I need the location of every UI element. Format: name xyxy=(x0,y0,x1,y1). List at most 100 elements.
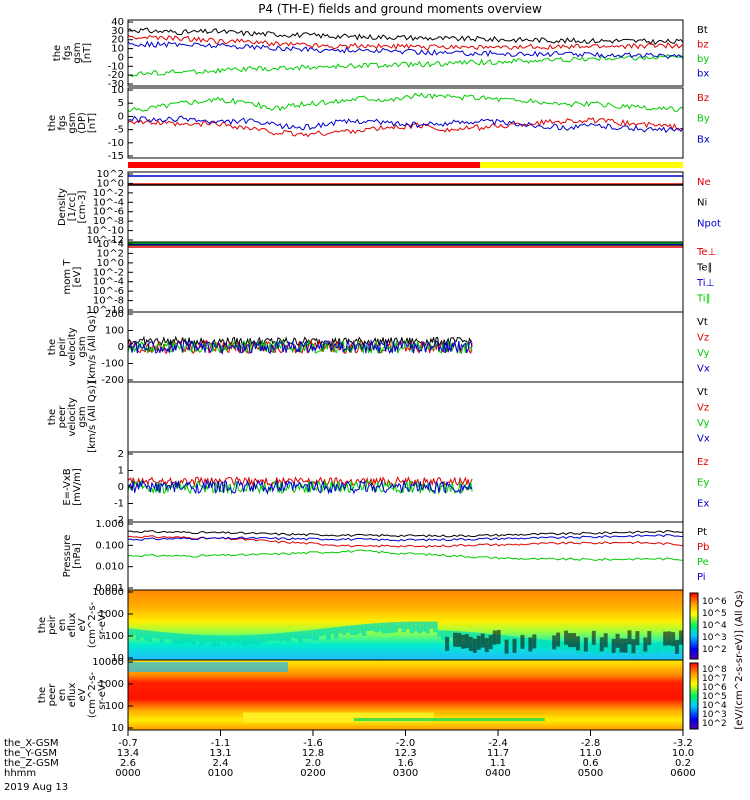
heatmap-cell xyxy=(655,642,660,653)
y-axis-label-line: Pressure xyxy=(62,535,73,578)
heatmap-cell xyxy=(314,629,319,641)
heatmap-cell xyxy=(496,630,501,645)
heatmap-cell xyxy=(520,718,525,722)
heatmap-cell xyxy=(242,712,248,723)
x-tick-y: 12.8 xyxy=(302,748,324,759)
heatmap-cell xyxy=(663,641,668,653)
y-axis-label-line: peer xyxy=(57,405,68,429)
series-line-by xyxy=(127,53,684,78)
heatmap-cell xyxy=(207,635,212,643)
y-tick-label: 10^4 xyxy=(97,239,124,250)
heatmap-cell xyxy=(480,633,485,648)
heatmap-cell xyxy=(484,718,490,722)
heatmap-cell xyxy=(179,633,184,645)
colorbar-tick: 10^8 xyxy=(702,665,727,675)
heatmap-cell xyxy=(413,712,418,723)
heatmap-cell xyxy=(310,712,315,723)
heatmap-cell xyxy=(219,635,224,642)
heatmap-cell xyxy=(579,642,585,653)
heatmap-cell xyxy=(199,634,204,646)
y-tick-label: 10^-8 xyxy=(93,296,124,307)
x-tick-x: -2.4 xyxy=(488,738,508,749)
heatmap-cell xyxy=(246,635,252,645)
heatmap-cell xyxy=(520,634,525,649)
y-axis-label-line: Density xyxy=(57,188,68,226)
y-axis-label-line: E=-VxB xyxy=(62,468,73,505)
heatmap-cell xyxy=(572,633,576,648)
heatmap-cell xyxy=(187,634,192,644)
heatmap-cell xyxy=(350,712,355,723)
y-axis-label-line: the xyxy=(47,409,58,425)
colorbar-tick: 10^7 xyxy=(702,674,727,684)
heatmap-cell xyxy=(472,718,478,722)
x-tick-time: 0500 xyxy=(578,768,603,779)
heatmap-cell xyxy=(326,712,331,723)
heatmap-cell xyxy=(128,628,133,637)
heatmap-cell xyxy=(425,712,430,723)
heatmap-cell xyxy=(393,712,399,723)
x-tick-y: 13.4 xyxy=(117,748,139,759)
heatmap-cell xyxy=(377,622,383,632)
heatmap-cell xyxy=(575,636,580,651)
heatmap-cell xyxy=(266,712,272,723)
heatmap-cell xyxy=(647,631,652,646)
y-tick-label: 10^-10 xyxy=(87,226,124,237)
y-tick-label: 0.001 xyxy=(95,583,124,594)
heatmap-cell xyxy=(342,712,347,723)
y-axis-label-line: the xyxy=(47,339,58,355)
heatmap-cell xyxy=(357,712,363,723)
heatmap-cell xyxy=(476,718,482,722)
x-tick-x: -3.2 xyxy=(673,738,693,749)
series-line-By xyxy=(127,92,684,113)
heatmap-cell xyxy=(250,634,256,645)
y-tick-label: 40 xyxy=(111,17,124,28)
y-axis-label-line: gsm xyxy=(67,112,78,133)
y-tick-label: 200 xyxy=(105,309,124,320)
heatmap-cell xyxy=(492,718,498,722)
y-tick-label: 10^0 xyxy=(97,258,124,269)
heatmap-cell xyxy=(457,718,462,722)
heatmap-cell xyxy=(639,643,644,655)
heatmap-cell xyxy=(484,633,490,642)
heatmap-cell xyxy=(548,640,553,647)
heatmap-cell xyxy=(663,631,668,646)
y-tick-label: 10 xyxy=(111,723,124,734)
heatmap-cell xyxy=(449,630,454,638)
heatmap-cell xyxy=(429,621,434,629)
panel-frame xyxy=(127,241,684,313)
heatmap-cell xyxy=(322,628,327,636)
y-tick-label: 10^-4 xyxy=(93,277,124,288)
colorbar-tick: 10^3 xyxy=(702,633,727,643)
y-tick-label: 10^-8 xyxy=(93,216,124,227)
y-axis-label-line: gsm xyxy=(77,406,88,427)
series-line-Pb xyxy=(127,535,684,549)
y-axis-label: Pressure [nPa] xyxy=(62,535,83,578)
heatmap-cell xyxy=(381,718,387,722)
heatmap-cell xyxy=(603,633,608,648)
legend-Pi: Pi xyxy=(697,572,706,583)
legend-Ey: Ey xyxy=(697,478,709,489)
series-line-Pt xyxy=(127,530,684,538)
heatmap-cell xyxy=(155,631,161,639)
heatmap-cell xyxy=(504,635,510,642)
colorbar-bottom xyxy=(689,662,699,730)
heatmap-cell xyxy=(377,712,383,723)
panel-frame xyxy=(127,87,684,159)
heatmap-cell xyxy=(377,718,383,722)
y-tick-label: -2 xyxy=(114,515,124,526)
y-axis-label-line: (cm^2-s- xyxy=(87,671,98,718)
y-tick-label: 100 xyxy=(105,701,124,712)
orbit-bar-yellow xyxy=(480,162,683,168)
heatmap-cell xyxy=(504,639,509,654)
heatmap-cell xyxy=(405,712,410,723)
series-line-Ex xyxy=(127,479,473,495)
x-tick-x: -1.1 xyxy=(211,738,231,749)
y-tick-label: -5 xyxy=(114,125,124,136)
x-tick-x: -2.0 xyxy=(396,738,416,749)
heatmap-cell xyxy=(306,630,311,639)
x-row-label: the_Z-GSM xyxy=(4,758,59,769)
heatmap-cell xyxy=(532,718,537,722)
heatmap-cell xyxy=(381,622,387,634)
heatmap-cell xyxy=(476,635,481,650)
